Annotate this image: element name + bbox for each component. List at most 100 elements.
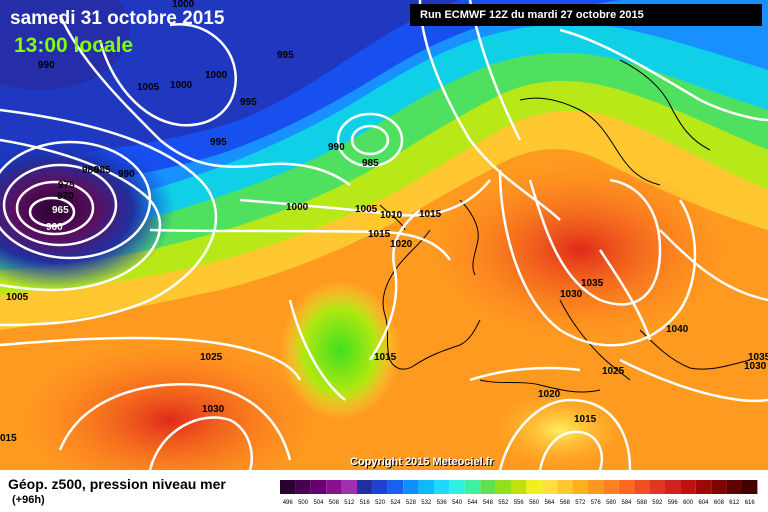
scale-swatch xyxy=(387,480,404,494)
isobar-label: 970 xyxy=(57,191,74,202)
isobar-label: 995 xyxy=(277,50,294,61)
mediterranean-yellow xyxy=(490,390,630,470)
footer-subtitle: (+96h) xyxy=(12,494,45,506)
scale-swatch xyxy=(418,480,434,494)
isobar-label: 1035 xyxy=(748,352,768,363)
isobars xyxy=(0,0,768,470)
scale-swatch xyxy=(464,480,481,494)
isobar-label: 990 xyxy=(328,142,345,153)
scale-swatch xyxy=(588,480,604,494)
isobar-label: 975 xyxy=(58,180,75,191)
scale-label: 616 xyxy=(745,500,756,506)
isobar-label: 1000 xyxy=(205,70,228,81)
scale-swatch xyxy=(649,480,665,494)
scale-label: 596 xyxy=(668,500,679,506)
scale-label: 528 xyxy=(406,500,417,506)
isobar-label: 1015 xyxy=(374,352,397,363)
scale-swatch xyxy=(280,480,296,494)
scale-swatch xyxy=(680,480,696,494)
scale-swatch xyxy=(572,480,588,494)
isobar-label: 1025 xyxy=(602,366,625,377)
isobar-label: 1015 xyxy=(574,414,597,425)
forecast-time: 13:00 locale xyxy=(14,34,134,57)
scale-label: 612 xyxy=(729,500,740,506)
weather-map: 1000 990 1005 1000 1000 995 995 995 990 … xyxy=(0,0,768,470)
scale-swatch xyxy=(742,480,758,494)
scale-label: 520 xyxy=(375,500,386,506)
scale-swatch xyxy=(726,480,742,494)
scale-swatch xyxy=(618,480,635,494)
scale-label: 500 xyxy=(298,500,309,506)
scale-swatch xyxy=(310,480,327,494)
isobar-label: 1015 xyxy=(419,209,442,220)
isobar-label: 1020 xyxy=(538,389,561,400)
scale-label: 524 xyxy=(390,500,401,506)
scale-label: 544 xyxy=(467,500,478,506)
copyright-label: Copyright 2015 Meteociel.fr xyxy=(350,456,494,468)
scale-label: 512 xyxy=(344,500,355,506)
scale-swatch xyxy=(634,480,650,494)
scale-swatch xyxy=(403,480,419,494)
scale-swatch xyxy=(557,480,573,494)
scale-label: 588 xyxy=(637,500,648,506)
scale-label: 572 xyxy=(575,500,586,506)
footer-title: Géop. z500, pression niveau mer xyxy=(8,476,226,492)
isobar-label: 990 xyxy=(38,60,55,71)
scale-label: 608 xyxy=(714,500,725,506)
isobar-labels: 1000 990 1005 1000 1000 995 995 995 990 … xyxy=(0,0,768,444)
isobar-label: 1030 xyxy=(560,289,583,300)
isobar-label: 1005 xyxy=(6,292,29,303)
isobar-label: 1025 xyxy=(200,352,223,363)
scale-label: 516 xyxy=(360,500,371,506)
northwest-low xyxy=(0,0,130,90)
scale-swatch xyxy=(480,480,496,494)
scale-swatch xyxy=(511,480,527,494)
scale-label: 556 xyxy=(514,500,525,506)
isobar-label: 985 xyxy=(362,158,379,169)
isobar-label: 985 xyxy=(94,165,111,176)
forecast-date: samedi 31 octobre 2015 xyxy=(10,8,225,29)
isobar-label: 1000 xyxy=(170,80,193,91)
scale-swatch xyxy=(434,480,450,494)
scale-label: 576 xyxy=(591,500,602,506)
footer: Géop. z500, pression niveau mer (+96h) 4… xyxy=(0,470,768,512)
isobar-label: 990 xyxy=(118,169,135,180)
isobar-label: 1035 xyxy=(581,278,604,289)
scale-swatch xyxy=(665,480,681,494)
model-run-label: Run ECMWF 12Z du mardi 27 octobre 2015 xyxy=(410,4,762,26)
scale-label: 604 xyxy=(698,500,709,506)
scale-swatch xyxy=(526,480,542,494)
scale-swatch xyxy=(357,480,373,494)
isobar-label: 965 xyxy=(52,205,69,216)
scale-swatch xyxy=(449,480,465,494)
scale-label: 560 xyxy=(529,500,540,506)
isobar-label: 1030 xyxy=(744,361,767,372)
isobar-label: 960 xyxy=(46,222,63,233)
scale-swatch xyxy=(711,480,727,494)
isobar-label: 995 xyxy=(240,97,257,108)
scale-label: 540 xyxy=(452,500,463,506)
scale-label: 504 xyxy=(313,500,324,506)
isobar-label: 980 xyxy=(82,165,99,176)
scale-label: 536 xyxy=(437,500,448,506)
isobar-label: 1040 xyxy=(666,324,689,335)
scale-label: 568 xyxy=(560,500,571,506)
scale-swatch xyxy=(495,480,511,494)
scale-label: 508 xyxy=(329,500,340,506)
scale-label: 592 xyxy=(652,500,663,506)
scale-label: 580 xyxy=(606,500,617,506)
isobar-label: 1005 xyxy=(137,82,160,93)
scale-label: 564 xyxy=(544,500,555,506)
scale-swatch xyxy=(341,480,357,494)
trough-green xyxy=(280,280,400,420)
isobar-label: 995 xyxy=(210,137,227,148)
scale-swatch xyxy=(295,480,311,494)
isobar-label: 1000 xyxy=(172,0,195,10)
scale-label: 584 xyxy=(621,500,632,506)
scale-label: 496 xyxy=(283,500,294,506)
isobar-label: 1005 xyxy=(355,204,378,215)
high-europe xyxy=(430,160,730,340)
high-atlantic xyxy=(20,340,320,470)
isobar-label: 1010 xyxy=(380,210,403,221)
